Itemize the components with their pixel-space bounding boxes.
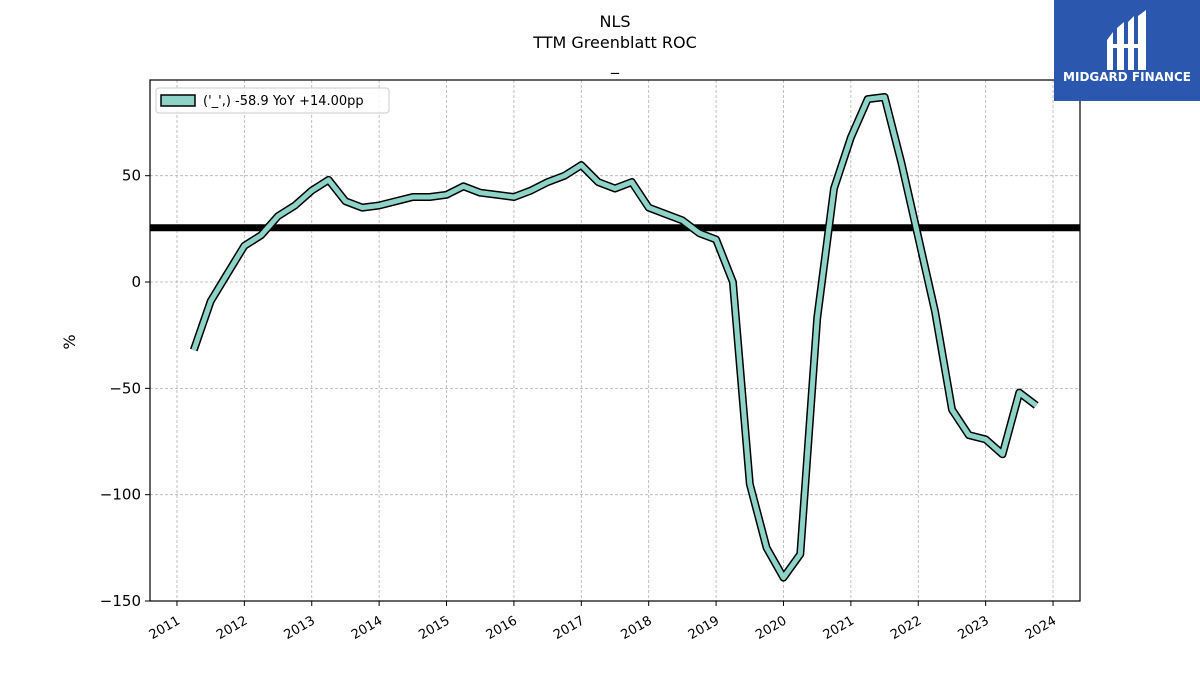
chart-subtitle: TTM Greenblatt ROC — [532, 33, 697, 52]
plot-frame — [149, 79, 1081, 602]
legend-label: ('_',) -58.9 YoY +14.00pp — [203, 94, 364, 109]
legend: ('_',) -58.9 YoY +14.00pp — [155, 87, 390, 114]
chart-title: NLS — [599, 12, 630, 31]
y-tick-label: −50 — [109, 379, 141, 397]
chart-subtitle-2: _ — [610, 55, 620, 75]
series-group — [190, 93, 1039, 582]
logo-text: MIDGARD FINANCE — [1063, 70, 1191, 84]
y-tick-label: 0 — [131, 273, 141, 291]
y-axis: −150 −100 −50 0 50 — [100, 167, 150, 610]
legend-box — [155, 87, 390, 114]
y-tick-label: −100 — [100, 486, 141, 504]
grid-lines — [150, 80, 1080, 602]
logo-mark-icon — [1107, 10, 1146, 70]
logo-background — [1054, 0, 1200, 101]
plot-area — [149, 79, 1081, 602]
y-tick-label: −150 — [100, 592, 141, 610]
brand-logo: MIDGARD FINANCE — [1054, 0, 1200, 101]
legend-swatch — [160, 94, 196, 107]
y-axis-label: % — [60, 334, 79, 349]
y-tick-label: 50 — [122, 167, 141, 185]
series-line — [191, 94, 1038, 581]
